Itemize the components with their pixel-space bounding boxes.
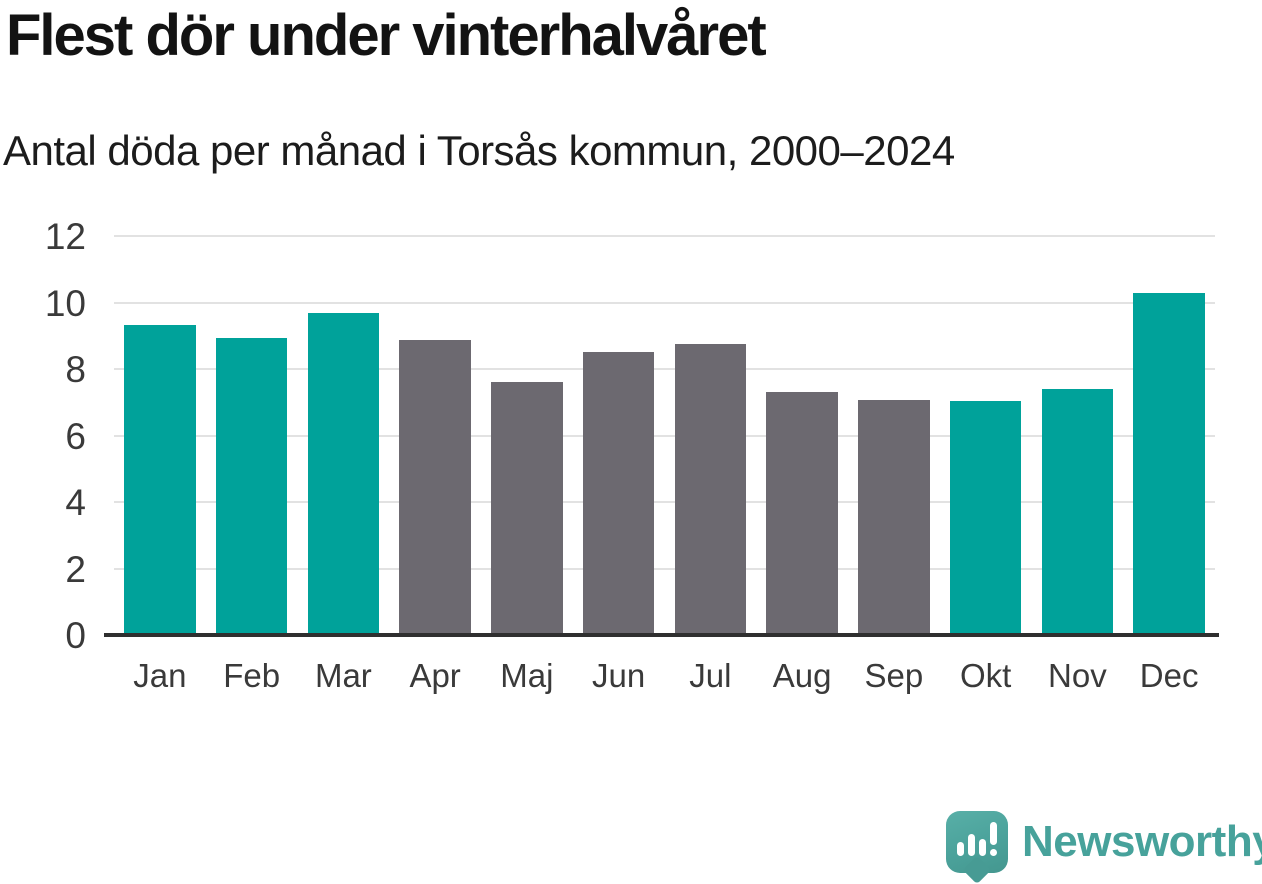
bar-sep — [858, 399, 930, 635]
logo-exclamation-dot-icon — [990, 849, 997, 856]
y-axis-tick-label: 0 — [65, 615, 86, 656]
logo-bar-icon — [968, 834, 975, 856]
x-axis-tick-label: Nov — [1048, 657, 1107, 694]
y-axis-tick-label: 6 — [65, 415, 86, 457]
bar-apr — [399, 339, 471, 635]
x-axis-tick-label: Okt — [959, 657, 1012, 694]
gridline — [114, 567, 1215, 570]
x-axis-line — [104, 633, 1219, 637]
logo-bar-icon — [979, 839, 986, 856]
gridline — [114, 368, 1215, 370]
chart-title: Flest dör under vinterhalvåret — [6, 3, 767, 68]
newsworthy-logo: Newsworthy — [946, 810, 1262, 884]
bar-maj — [491, 382, 563, 635]
logo-bar-icon — [957, 842, 964, 856]
bar-jan — [124, 325, 196, 635]
y-axis-tick-label: 10 — [44, 282, 86, 324]
gridline — [114, 301, 1215, 304]
gridline — [114, 501, 1215, 503]
bar-feb — [215, 338, 288, 635]
newsworthy-speech-bubble-chart-icon — [946, 811, 1008, 884]
x-axis-tick-label: Feb — [223, 657, 281, 694]
bar-jul — [674, 343, 747, 635]
logo-wordmark: Newsworthy — [1022, 817, 1262, 866]
y-axis-tick-label: 4 — [65, 482, 86, 523]
bar-dec — [1133, 293, 1205, 635]
gridline — [114, 235, 1215, 237]
x-axis-tick-label: Sep — [864, 657, 924, 694]
bar-aug — [766, 391, 838, 635]
bar-okt — [949, 400, 1022, 635]
x-axis-tick-label: Maj — [500, 657, 554, 694]
chart-subtitle: Antal döda per månad i Torsås kommun, 20… — [3, 127, 955, 174]
x-axis-tick-label: Jan — [133, 657, 187, 694]
bar-jun — [582, 351, 655, 635]
bar-mar — [307, 313, 380, 635]
y-axis-tick-label: 2 — [65, 548, 86, 590]
y-axis-tick-label: 12 — [44, 216, 86, 257]
bar-nov — [1041, 388, 1114, 635]
x-axis-tick-label: Aug — [772, 657, 832, 694]
x-axis-tick-label: Mar — [314, 657, 372, 694]
gridline — [114, 434, 1215, 437]
x-axis-tick-label: Jul — [689, 657, 732, 694]
logo-exclamation-icon — [990, 822, 997, 845]
y-axis-tick-label: 8 — [65, 349, 86, 390]
x-axis-tick-label: Dec — [1139, 657, 1199, 694]
logo-bubble-tail — [962, 855, 992, 884]
x-axis-tick-label: Jun — [592, 657, 646, 694]
x-axis-tick-label: Apr — [409, 657, 461, 694]
